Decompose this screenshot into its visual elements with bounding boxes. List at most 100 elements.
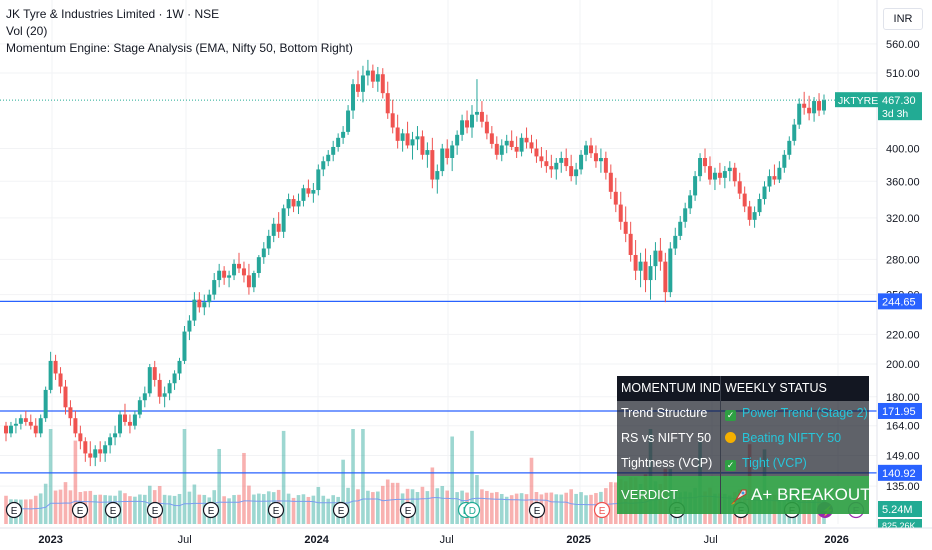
candle[interactable] [519, 137, 524, 152]
candle[interactable] [182, 331, 187, 361]
candle[interactable] [306, 188, 311, 194]
candle[interactable] [360, 75, 365, 92]
candle[interactable] [777, 167, 782, 180]
candle[interactable] [380, 74, 385, 94]
candle[interactable] [351, 84, 356, 111]
candle[interactable] [192, 299, 197, 321]
candle[interactable] [355, 84, 360, 92]
candle[interactable] [737, 181, 742, 194]
candle[interactable] [549, 166, 554, 170]
candle[interactable] [217, 270, 222, 281]
earnings-marker[interactable] [146, 501, 164, 519]
candle[interactable] [797, 103, 802, 125]
candle[interactable] [395, 127, 400, 141]
candle[interactable] [633, 254, 638, 271]
candle[interactable] [489, 133, 494, 144]
candle[interactable] [802, 103, 807, 108]
candle[interactable] [683, 208, 688, 222]
candle[interactable] [241, 268, 246, 276]
candle[interactable] [440, 148, 445, 172]
earnings-marker[interactable] [5, 501, 23, 519]
candle[interactable] [311, 190, 316, 194]
candle[interactable] [58, 373, 63, 387]
earnings-marker[interactable] [593, 501, 611, 519]
candle[interactable] [321, 161, 326, 170]
candle[interactable] [232, 263, 237, 276]
candle[interactable] [703, 157, 708, 167]
candle[interactable] [291, 199, 296, 207]
candle[interactable] [286, 199, 291, 209]
candle[interactable] [579, 154, 584, 170]
candle[interactable] [524, 137, 529, 143]
earnings-marker[interactable] [104, 501, 122, 519]
candle[interactable] [251, 273, 256, 288]
candle[interactable] [256, 257, 261, 274]
candle[interactable] [276, 223, 281, 232]
candle[interactable] [177, 360, 182, 374]
candle[interactable] [514, 146, 519, 152]
candle[interactable] [638, 261, 643, 271]
candle[interactable] [742, 193, 747, 207]
candle[interactable] [212, 280, 217, 295]
candle[interactable] [132, 414, 137, 426]
candle[interactable] [494, 143, 499, 155]
candle[interactable] [400, 133, 405, 141]
candle[interactable] [420, 136, 425, 155]
candle[interactable] [608, 172, 613, 192]
candle[interactable] [8, 425, 13, 434]
candle[interactable] [673, 235, 678, 249]
candle[interactable] [227, 275, 232, 278]
candle[interactable] [698, 157, 703, 177]
candle[interactable] [28, 421, 33, 426]
candle[interactable] [78, 433, 83, 442]
earnings-marker[interactable] [202, 501, 220, 519]
candle[interactable] [326, 154, 331, 162]
earnings-marker[interactable] [332, 501, 350, 519]
candle[interactable] [346, 110, 351, 132]
candle[interactable] [648, 266, 653, 281]
candle[interactable] [460, 120, 465, 135]
candle[interactable] [122, 414, 127, 422]
candle[interactable] [271, 223, 276, 236]
candle[interactable] [83, 441, 88, 454]
candle[interactable] [142, 393, 147, 401]
candle[interactable] [732, 167, 737, 182]
candle[interactable] [817, 101, 822, 111]
candle[interactable] [113, 433, 118, 438]
candle[interactable] [336, 137, 341, 147]
candle[interactable] [658, 250, 663, 262]
candle[interactable] [603, 157, 608, 173]
candle[interactable] [157, 379, 162, 397]
candle[interactable] [787, 140, 792, 155]
candle[interactable] [722, 171, 727, 178]
dividend-marker[interactable] [463, 501, 481, 519]
candle[interactable] [678, 221, 683, 236]
candle[interactable] [202, 302, 207, 308]
candle[interactable] [623, 221, 628, 234]
candle[interactable] [162, 393, 167, 397]
earnings-marker[interactable] [267, 501, 285, 519]
momentum-indicator-label[interactable]: Momentum Engine: Stage Analysis (EMA, Ni… [6, 41, 353, 55]
candle[interactable] [613, 191, 618, 205]
candle[interactable] [38, 418, 43, 434]
candle[interactable] [574, 169, 579, 177]
candle[interactable] [207, 294, 212, 303]
candle[interactable] [430, 150, 435, 180]
candle[interactable] [484, 121, 489, 134]
candle[interactable] [147, 367, 152, 394]
candle[interactable] [118, 414, 123, 434]
candle[interactable] [261, 248, 266, 258]
candle[interactable] [415, 136, 420, 140]
candle[interactable] [13, 423, 18, 426]
candle[interactable] [410, 139, 415, 146]
earnings-marker[interactable] [528, 501, 546, 519]
candle[interactable] [4, 425, 8, 434]
candle[interactable] [668, 248, 673, 293]
candle[interactable] [762, 186, 767, 200]
candle[interactable] [246, 275, 251, 288]
candle[interactable] [717, 172, 722, 178]
candle[interactable] [281, 208, 286, 232]
candle[interactable] [237, 263, 242, 269]
candle[interactable] [465, 120, 470, 128]
